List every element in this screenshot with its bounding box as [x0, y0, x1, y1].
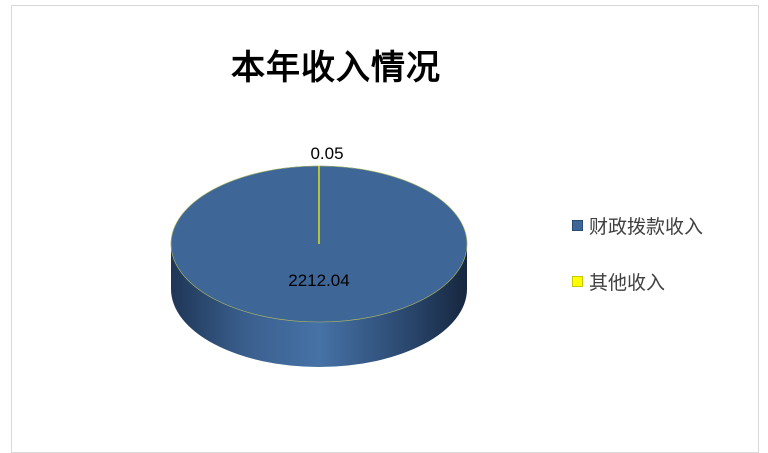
legend-swatch-fiscal: [572, 220, 583, 231]
legend-swatch-other: [572, 276, 583, 287]
legend-label-fiscal: 财政拨款收入: [589, 212, 703, 239]
legend-label-other: 其他收入: [589, 268, 665, 295]
data-label-other: 0.05: [310, 144, 343, 163]
legend-item-other: 其他收入: [572, 268, 665, 295]
data-label-fiscal: 2212.04: [288, 271, 349, 290]
legend-item-fiscal: 财政拨款收入: [572, 212, 703, 239]
